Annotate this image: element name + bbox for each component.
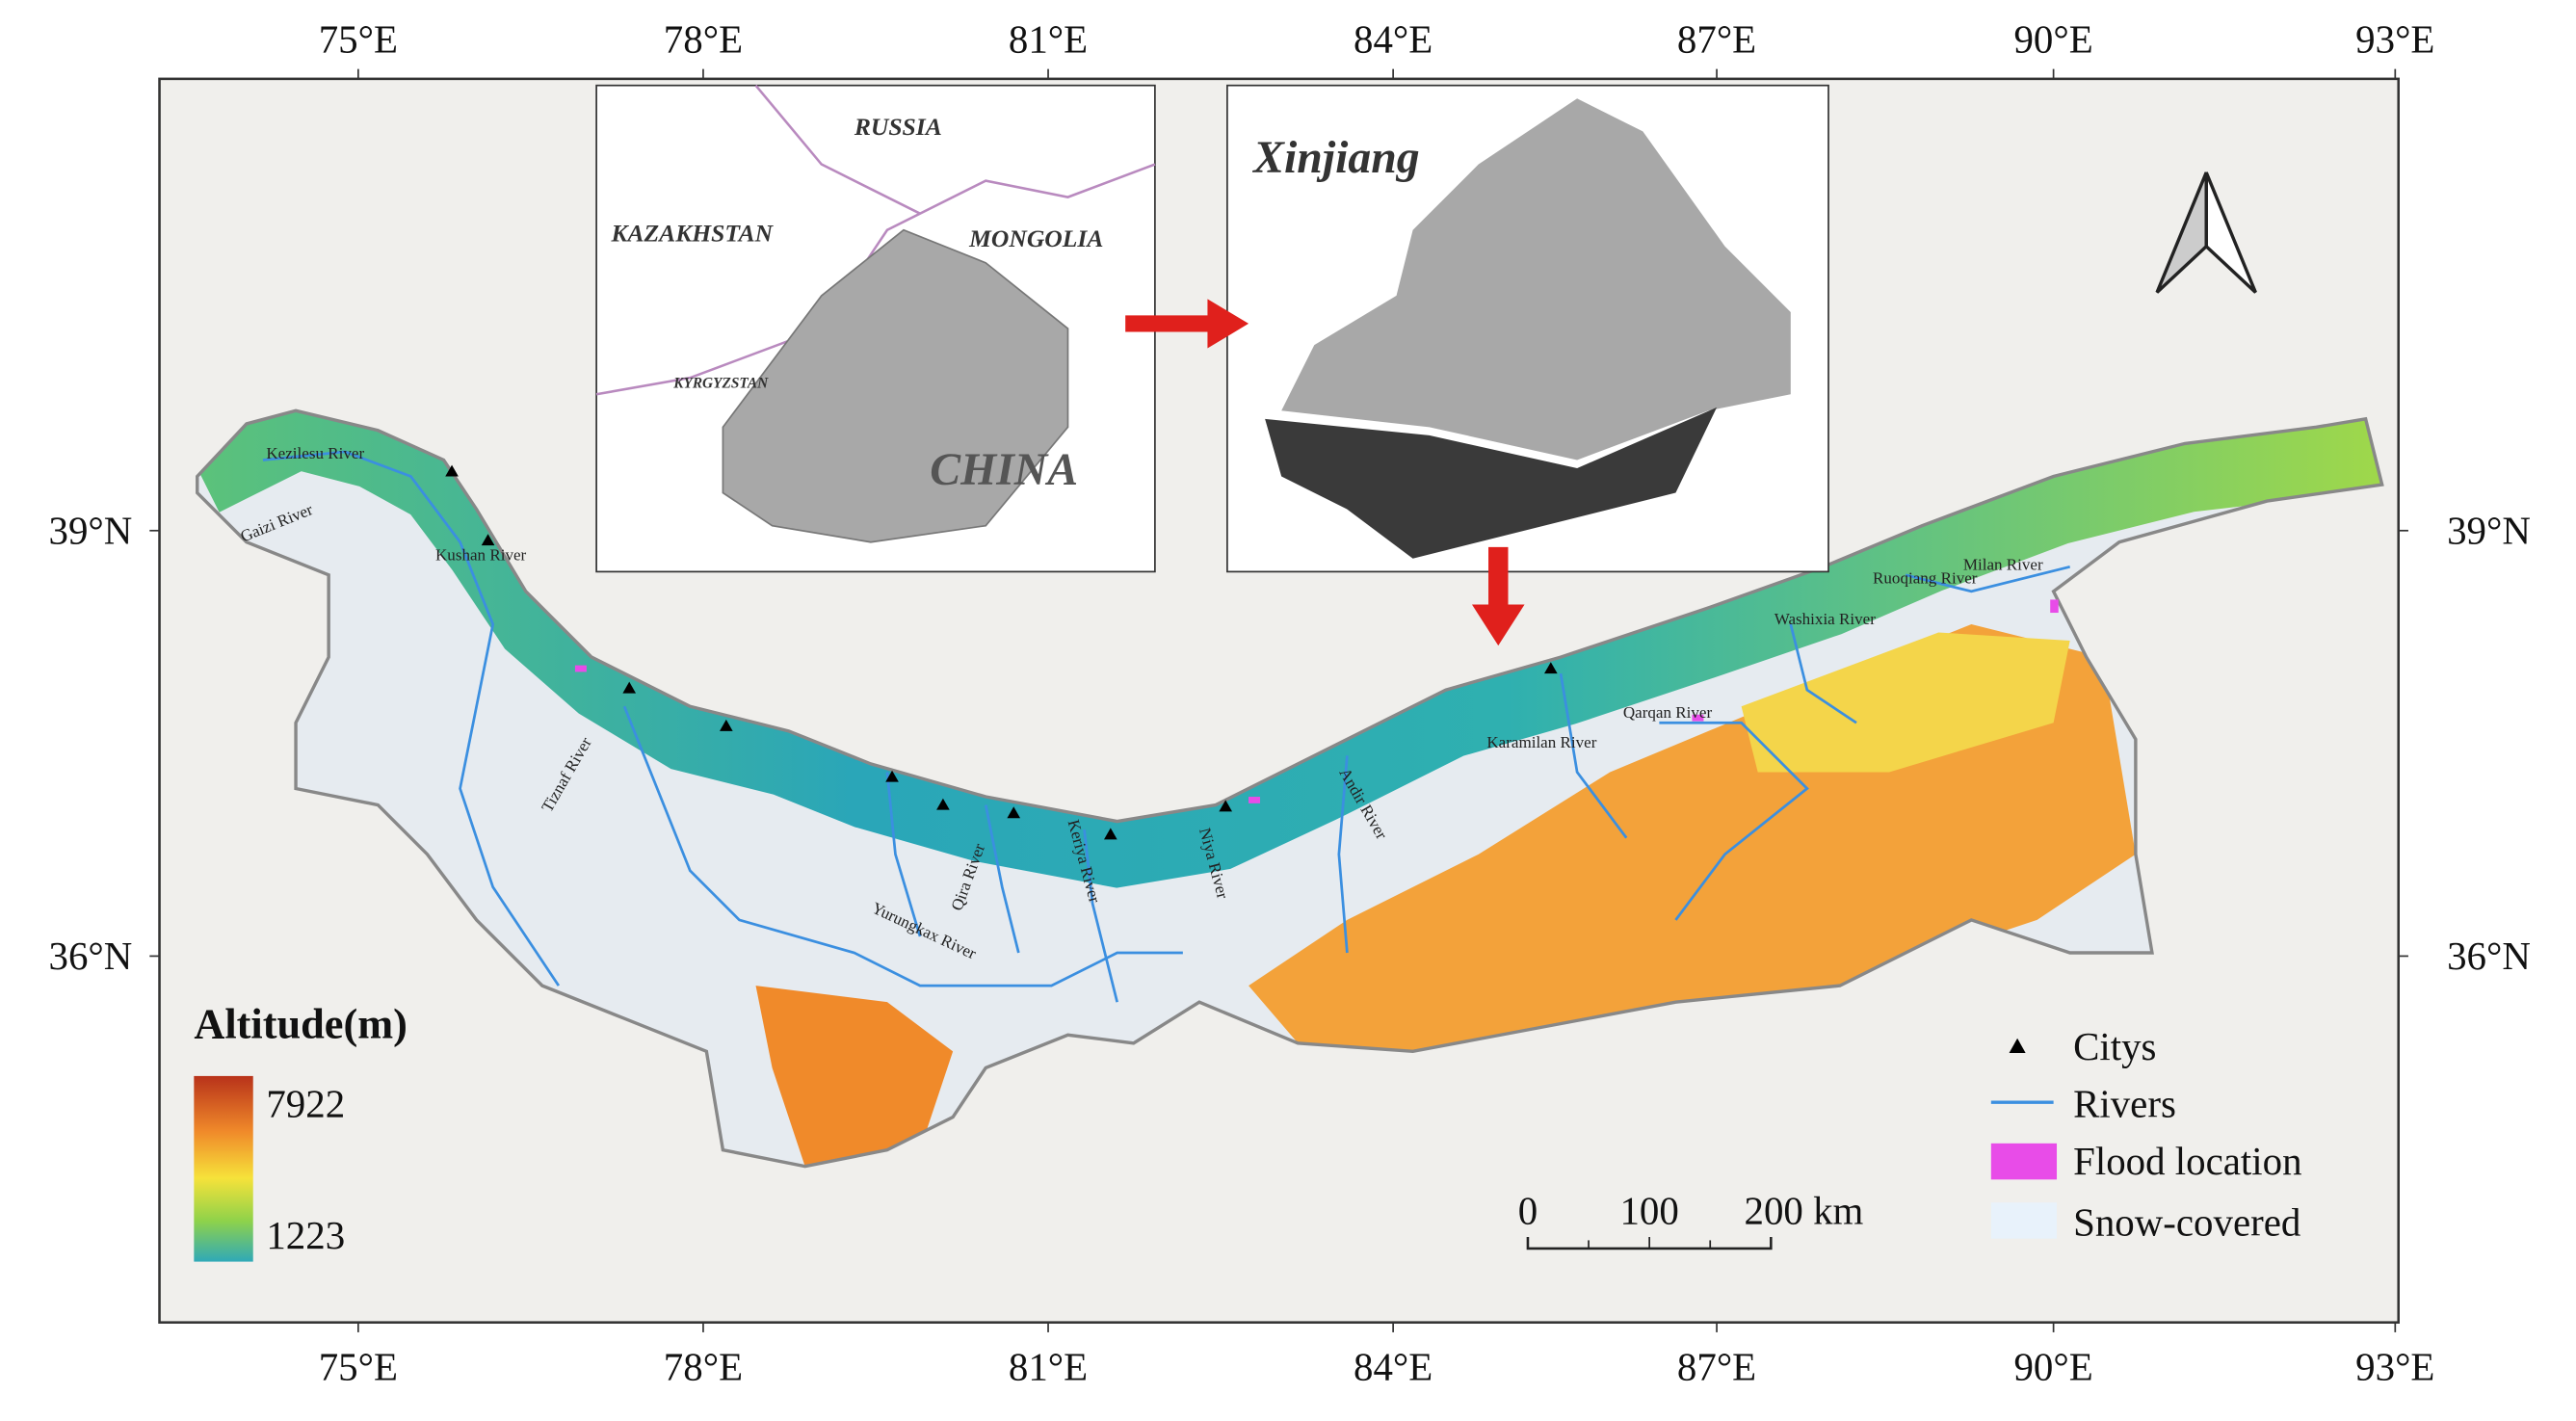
flood [1692, 714, 1704, 722]
city [1544, 662, 1558, 674]
label: KAZAKHSTAN [610, 220, 774, 248]
lat-label-right: 36°N [2447, 934, 2531, 978]
lon-label-bottom: 84°E [1354, 1345, 1433, 1388]
high-rim [197, 410, 2382, 888]
xinjiang-shape [1281, 98, 1791, 461]
river-line [1337, 755, 1349, 954]
north-arrow [2155, 171, 2257, 294]
label: Ruoqiang River [1873, 568, 1978, 587]
label: Qarqan River [1623, 703, 1713, 722]
border [754, 84, 921, 215]
lon-label-bottom: 93°E [2355, 1345, 2434, 1388]
plateau-high [1741, 632, 2070, 773]
river-line [1559, 672, 1628, 839]
arrow [1125, 299, 1249, 349]
rivers [262, 450, 2071, 1003]
lon-label-top: 90°E [2013, 18, 2092, 62]
city [1007, 806, 1021, 819]
city [720, 719, 733, 731]
label: 1223 [266, 1214, 345, 1257]
border [595, 163, 1156, 396]
legend-flood [1990, 1143, 2058, 1180]
city [481, 534, 495, 546]
legend-snow [1990, 1202, 2058, 1239]
label: CHINA [930, 444, 1078, 495]
river-line [262, 450, 561, 987]
label: Washixia River [1774, 610, 1876, 628]
lon-label-top: 78°E [664, 18, 743, 62]
color-bar [194, 1075, 253, 1262]
lon-label-top: 87°E [1677, 18, 1756, 62]
lon-label-bottom: 87°E [1677, 1345, 1756, 1388]
river-line [1083, 829, 1118, 1003]
city [445, 464, 459, 477]
label: Kushan River [435, 545, 527, 564]
river-line [1905, 565, 2071, 593]
label: Milan River [1963, 556, 2043, 574]
river-line [885, 772, 922, 937]
river-line [1659, 721, 1809, 921]
plateau-south [755, 986, 954, 1167]
flood [2050, 599, 2059, 614]
label: Karamilan River [1486, 733, 1596, 751]
legend-city [2009, 1038, 2026, 1054]
label: Kezilesu River [266, 444, 364, 462]
arrows [1125, 299, 1525, 646]
lon-label-top: 93°E [2355, 18, 2434, 62]
floods [574, 599, 2059, 803]
lon-label-bottom: 75°E [319, 1345, 398, 1388]
river-line [1789, 623, 1857, 724]
borders [595, 84, 1156, 396]
inset-country: RUSSIA KAZAKHSTAN MONGOLIA KYRGYZSTAN CH… [595, 84, 1156, 573]
lat-label-left: 36°N [49, 934, 133, 978]
label: RUSSIA [854, 113, 942, 141]
river-line [984, 804, 1020, 954]
city [936, 798, 950, 810]
lon-label-top: 81°E [1009, 18, 1088, 62]
label: 7922 [266, 1083, 345, 1126]
lon-label-top: 75°E [319, 18, 398, 62]
label: 0 [1518, 1189, 1538, 1232]
city [1104, 828, 1117, 840]
lon-label-bottom: 81°E [1009, 1345, 1088, 1388]
label: Rivers [2073, 1083, 2176, 1126]
xinjiang-shape [722, 228, 1069, 543]
scale-bar: 0 100 200 km [1518, 1189, 1864, 1250]
lon-label-bottom: 90°E [2013, 1345, 2092, 1388]
label: Snow-covered [2073, 1200, 2300, 1244]
inset-region: Xinjiang [1226, 84, 1829, 573]
label: KYRGYZSTAN [672, 375, 769, 391]
label: 200 km [1745, 1189, 1864, 1232]
legend: Citys Rivers Flood location Snow-covered [1990, 1025, 2302, 1244]
river-line [622, 705, 1183, 987]
lon-label-top: 84°E [1354, 18, 1433, 62]
city [1219, 800, 1233, 812]
city [885, 770, 899, 782]
city [622, 681, 637, 694]
north-arrow-left [2155, 171, 2208, 294]
lat-label-right: 39°N [2447, 509, 2531, 552]
label: Altitude(m) [194, 1000, 407, 1048]
lon-label-bottom: 78°E [664, 1345, 743, 1388]
label: Xinjiang [1251, 132, 1419, 183]
label: 100 [1619, 1189, 1678, 1232]
label: Flood location [2073, 1140, 2301, 1183]
study-area-shape [1265, 407, 1718, 559]
lat-label-left: 39°N [49, 509, 133, 552]
flood [574, 665, 587, 672]
label: Citys [2073, 1025, 2156, 1068]
flood [1249, 797, 1261, 803]
arrow [1471, 546, 1525, 646]
label: MONGOLIA [968, 224, 1103, 252]
altitude-legend: Altitude(m) 7922 1223 [194, 1000, 407, 1262]
cities [445, 464, 1558, 840]
